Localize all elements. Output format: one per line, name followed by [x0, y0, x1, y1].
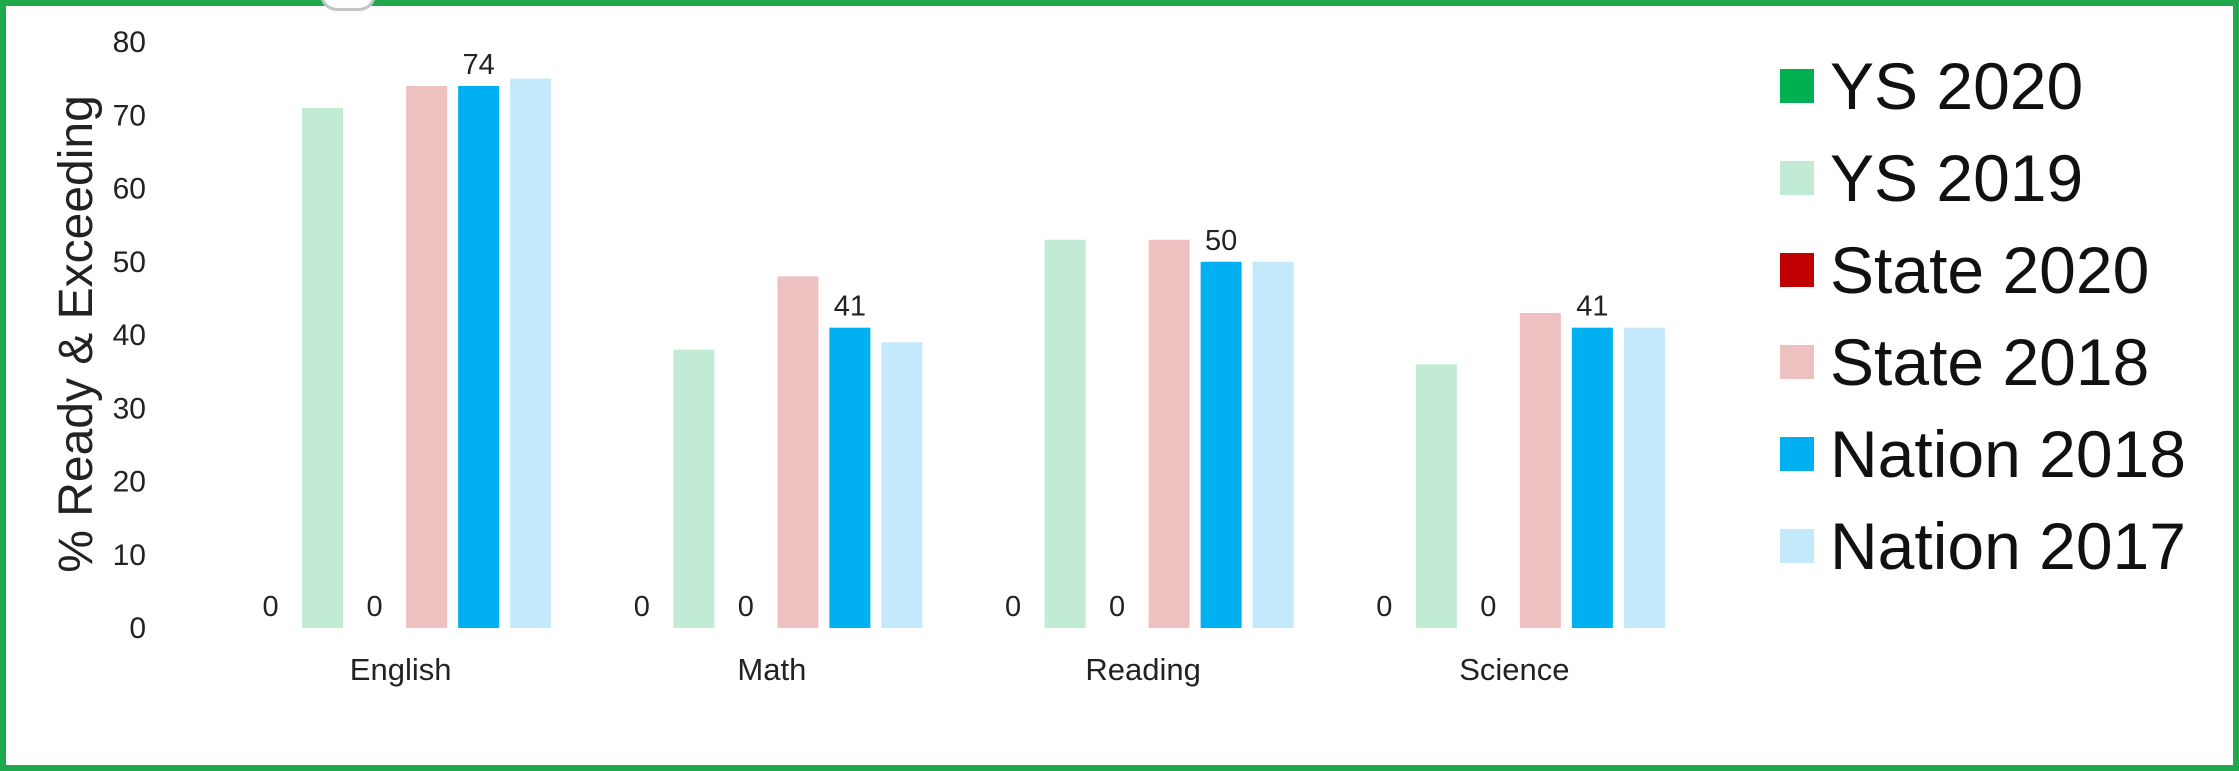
legend-item: State 2018	[1780, 316, 2186, 408]
legend-item: YS 2020	[1780, 40, 2186, 132]
legend-label: YS 2019	[1830, 141, 2084, 215]
bar	[673, 349, 715, 628]
bar	[1519, 313, 1561, 628]
bar	[1044, 239, 1086, 628]
legend-item: State 2020	[1780, 224, 2186, 316]
data-label: 0	[1480, 591, 1496, 623]
bar	[1571, 327, 1613, 628]
x-axis-categories: English Math Reading Science	[350, 652, 1570, 687]
data-label: 0	[1005, 591, 1021, 623]
data-label: 0	[1109, 591, 1125, 623]
y-tick-label: 0	[129, 612, 146, 645]
y-axis-label: % Ready & Exceeding	[50, 95, 103, 573]
x-category-label: English	[350, 652, 452, 687]
data-label: 0	[367, 591, 383, 623]
legend-swatch	[1780, 69, 1814, 103]
y-tick-label: 50	[113, 246, 146, 279]
x-category-label: Science	[1459, 652, 1569, 687]
data-labels: 0 0 74 0 0 41 0 0 50 0 0 41	[263, 49, 1609, 623]
data-label: 74	[462, 49, 494, 81]
bar	[777, 276, 819, 628]
y-tick-label: 40	[113, 319, 146, 352]
bar	[1623, 327, 1665, 628]
y-tick-label: 70	[113, 99, 146, 132]
x-category-label: Reading	[1085, 652, 1200, 687]
legend-swatch	[1780, 529, 1814, 563]
legend-label: Nation 2018	[1830, 417, 2186, 491]
legend-label: Nation 2017	[1830, 509, 2186, 583]
bar	[302, 107, 344, 629]
legend-item: Nation 2017	[1780, 500, 2186, 592]
bar	[1415, 364, 1457, 628]
y-tick-label: 80	[113, 26, 146, 59]
data-label: 0	[738, 591, 754, 623]
bar	[406, 85, 448, 628]
y-tick-label: 20	[113, 466, 146, 499]
bars	[302, 78, 1665, 629]
bar	[510, 78, 552, 628]
legend: YS 2020 YS 2019 State 2020 State 2018 Nation…	[1780, 40, 2186, 592]
legend-swatch	[1780, 345, 1814, 379]
legend-swatch	[1780, 437, 1814, 471]
data-label: 41	[1576, 291, 1608, 323]
legend-label: State 2020	[1830, 233, 2150, 307]
bar	[1148, 239, 1190, 628]
legend-swatch	[1780, 253, 1814, 287]
legend-swatch	[1780, 161, 1814, 195]
y-tick-label: 10	[113, 539, 146, 572]
legend-label: State 2018	[1830, 325, 2150, 399]
y-axis-ticks: 0 10 20 30 40 50 60 70 80	[113, 26, 146, 645]
data-label: 50	[1205, 225, 1237, 257]
x-category-label: Math	[737, 652, 806, 687]
bar	[1200, 261, 1242, 628]
bar	[829, 327, 871, 628]
bar	[881, 342, 923, 628]
bar	[1252, 261, 1294, 628]
legend-item: Nation 2018	[1780, 408, 2186, 500]
y-tick-label: 60	[113, 173, 146, 206]
bar	[458, 85, 500, 628]
legend-item: YS 2019	[1780, 132, 2186, 224]
data-label: 0	[1376, 591, 1392, 623]
y-tick-label: 30	[113, 392, 146, 425]
data-label: 0	[634, 591, 650, 623]
data-label: 41	[834, 291, 866, 323]
data-label: 0	[263, 591, 279, 623]
legend-label: YS 2020	[1830, 49, 2084, 123]
